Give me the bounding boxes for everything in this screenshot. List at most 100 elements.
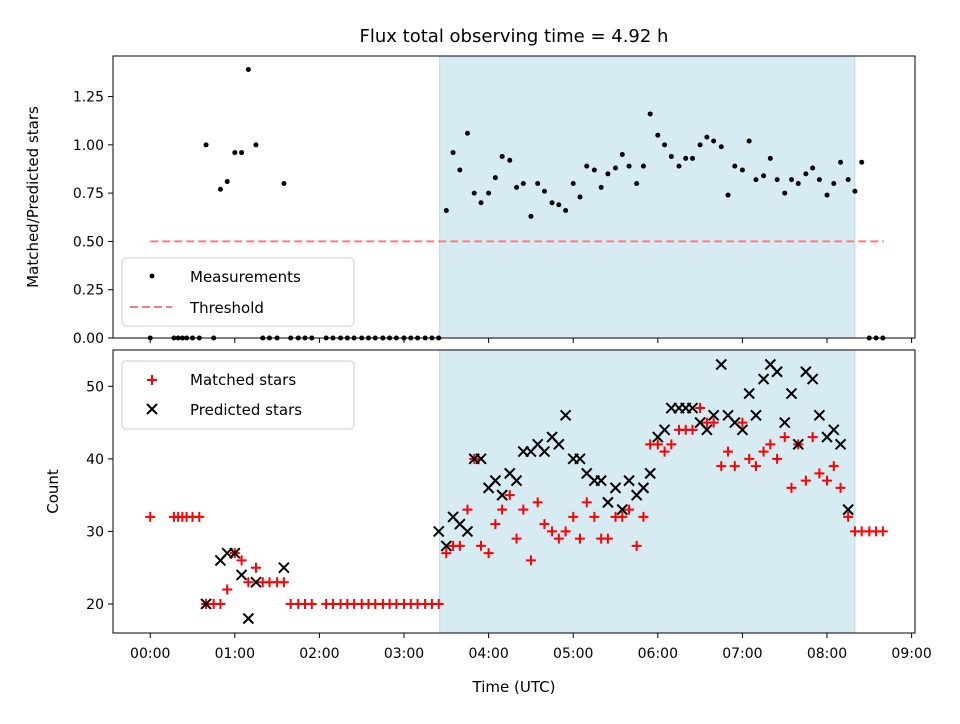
predicted-star-point xyxy=(750,409,762,422)
measurement-point xyxy=(528,213,534,219)
matched-star-point xyxy=(624,504,635,515)
matched-star-point xyxy=(772,453,783,464)
predicted-star-point xyxy=(489,474,502,487)
bottom-x-tick-label: 06:00 xyxy=(638,646,678,662)
predicted-star-point xyxy=(574,453,586,465)
matched-star-point xyxy=(441,548,452,559)
matched-star-point xyxy=(525,555,536,566)
matched-star-point xyxy=(497,504,508,515)
bottom-x-axis-label: Time (UTC) xyxy=(472,678,556,696)
measurement-point xyxy=(541,188,547,194)
legend-matched-label: Matched stars xyxy=(190,371,296,389)
predicted-star-point xyxy=(686,402,699,414)
measurement-point xyxy=(859,159,865,165)
matched-star-point xyxy=(744,453,755,464)
bottom-y-tick-label: 40 xyxy=(86,452,104,468)
measurement-point xyxy=(782,190,788,196)
predicted-star-point xyxy=(757,373,770,385)
matched-star-point xyxy=(568,511,579,522)
bottom-x-tick-label: 05:00 xyxy=(553,646,593,662)
matched-star-point xyxy=(765,439,776,450)
matched-star-point xyxy=(723,446,734,457)
measurement-point xyxy=(224,179,230,185)
top-y-tick-label: 1.25 xyxy=(73,90,104,106)
measurement-point xyxy=(662,142,668,148)
predicted-star-point xyxy=(715,358,727,371)
predicted-star-point xyxy=(658,424,671,436)
measurement-point xyxy=(655,132,661,138)
matched-star-point xyxy=(553,533,564,544)
bottom-legend-box xyxy=(121,360,355,430)
measurement-point xyxy=(605,171,611,177)
matched-star-point xyxy=(504,490,515,501)
legend-predicted-marker xyxy=(146,403,158,415)
measurement-point xyxy=(774,177,780,183)
bottom-x-tick-label: 08:00 xyxy=(807,646,847,662)
measurement-point xyxy=(761,173,767,179)
measurement-point xyxy=(725,192,731,198)
measurement-point xyxy=(535,180,541,186)
matched-star-point xyxy=(215,598,226,609)
matched-star-point xyxy=(779,432,790,443)
measurement-point xyxy=(514,184,520,190)
predicted-star-point xyxy=(553,438,565,451)
measurement-point xyxy=(746,138,752,144)
predicted-star-point xyxy=(538,445,551,458)
matched-star-point xyxy=(835,482,846,493)
measurement-point xyxy=(217,186,223,192)
measurement-point xyxy=(245,67,251,73)
predicted-star-point xyxy=(242,612,255,625)
matched-star-point xyxy=(511,533,522,544)
measurement-point xyxy=(499,153,505,159)
matched-star-point xyxy=(589,511,600,522)
measurement-point xyxy=(676,163,682,169)
legend-matched-marker xyxy=(147,375,157,385)
matched-star-point xyxy=(659,446,670,457)
matched-star-point xyxy=(539,519,550,530)
measurement-point xyxy=(852,188,858,194)
legend-measurements-label: Measurements xyxy=(190,268,301,286)
matched-star-point xyxy=(574,533,585,544)
measurement-point xyxy=(570,180,576,186)
measurement-point xyxy=(845,177,851,183)
measurement-point xyxy=(471,190,477,196)
matched-star-point xyxy=(631,540,642,551)
bottom-x-tick-label: 04:00 xyxy=(468,646,508,662)
measurement-point xyxy=(520,180,526,186)
measurement-point xyxy=(619,152,625,158)
matched-star-point xyxy=(250,562,261,573)
matched-star-point xyxy=(454,540,465,551)
top-y-tick-label: 1.00 xyxy=(73,138,104,154)
measurement-point xyxy=(232,150,238,156)
measurement-point xyxy=(831,180,837,186)
matched-star-point xyxy=(800,475,811,486)
measurement-point xyxy=(640,163,646,169)
predicted-star-point xyxy=(779,416,791,429)
measurement-point xyxy=(824,192,830,198)
top-y-tick-label: 0.75 xyxy=(73,186,104,202)
top-y-axis-label: Matched/Predicted stars xyxy=(24,106,42,288)
predicted-star-point xyxy=(743,387,755,400)
measurement-point xyxy=(253,142,259,148)
measurement-point xyxy=(457,167,463,173)
bottom-y-axis-label: Count xyxy=(44,469,62,514)
measurement-point xyxy=(690,155,696,161)
legend-threshold-label: Threshold xyxy=(189,299,264,317)
measurement-point xyxy=(613,165,619,171)
predicted-star-point xyxy=(496,489,508,501)
measurement-point xyxy=(803,171,809,177)
predicted-star-point xyxy=(200,598,212,610)
measurement-point xyxy=(203,142,209,148)
matched-star-point xyxy=(737,417,748,428)
measurement-point xyxy=(732,163,738,169)
matched-star-point xyxy=(222,584,233,595)
matched-star-point xyxy=(687,424,698,435)
matched-star-point xyxy=(828,461,839,472)
predicted-star-point xyxy=(842,503,854,516)
matched-star-point xyxy=(145,511,156,522)
bottom-y-tick-label: 50 xyxy=(86,379,104,395)
measurement-point xyxy=(591,167,597,173)
matched-star-point xyxy=(278,577,289,588)
top-y-tick-label: 0.00 xyxy=(73,331,104,347)
